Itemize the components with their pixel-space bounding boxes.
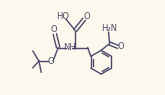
Text: H₂N: H₂N [101, 24, 117, 33]
Text: NH: NH [63, 43, 76, 52]
Text: O: O [51, 25, 58, 34]
Text: O: O [47, 57, 54, 66]
Text: O: O [118, 42, 124, 51]
Text: HO: HO [56, 12, 69, 21]
Text: O: O [84, 12, 90, 21]
